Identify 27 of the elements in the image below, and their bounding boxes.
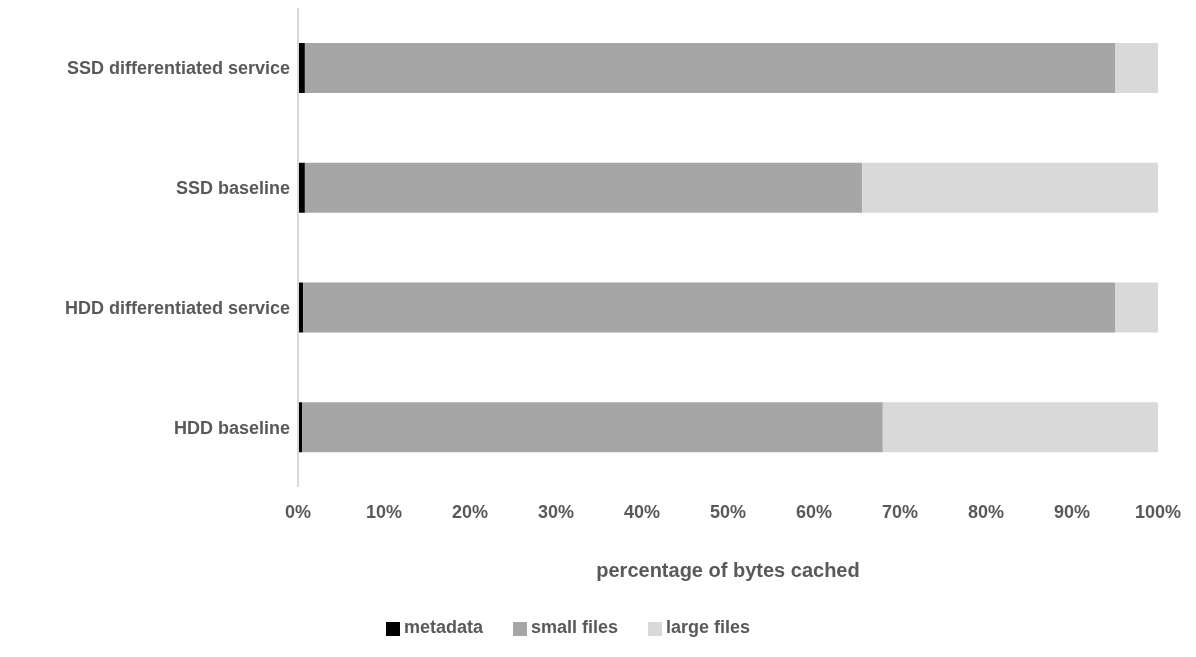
x-tick-label: 100% [1134, 501, 1182, 522]
x-tick-label: 90% [1053, 501, 1091, 522]
x-tick-label: 70% [881, 501, 919, 522]
bar [1115, 282, 1158, 333]
bar [304, 43, 1115, 93]
y-tick-label: HDD baseline [173, 417, 290, 438]
bar [302, 402, 883, 453]
x-tick-label: 60% [795, 501, 833, 522]
x-tick-label: 10% [365, 501, 403, 522]
x-tick-label: 80% [967, 501, 1005, 522]
legend-label: small files [530, 617, 619, 637]
bar [882, 402, 1158, 453]
x-tick-label: 40% [623, 501, 661, 522]
x-tick-label: 50% [709, 501, 747, 522]
legend-label: large files [666, 617, 751, 637]
y-tick-label: SSD differentiated service [66, 58, 290, 79]
bar [1115, 43, 1158, 93]
legend-label: metadata [403, 617, 483, 637]
y-tick-label: HDD differentiated service [64, 297, 290, 318]
y-tick-label: SSD baseline [175, 178, 290, 199]
x-tick-label: 20% [451, 501, 489, 522]
bar [862, 162, 1158, 213]
bar [304, 162, 863, 213]
x-tick-label: 30% [537, 501, 575, 522]
bar [303, 282, 1115, 333]
x-axis-title: percentage of bytes cached [596, 559, 860, 581]
x-tick-label: 0% [284, 501, 312, 522]
